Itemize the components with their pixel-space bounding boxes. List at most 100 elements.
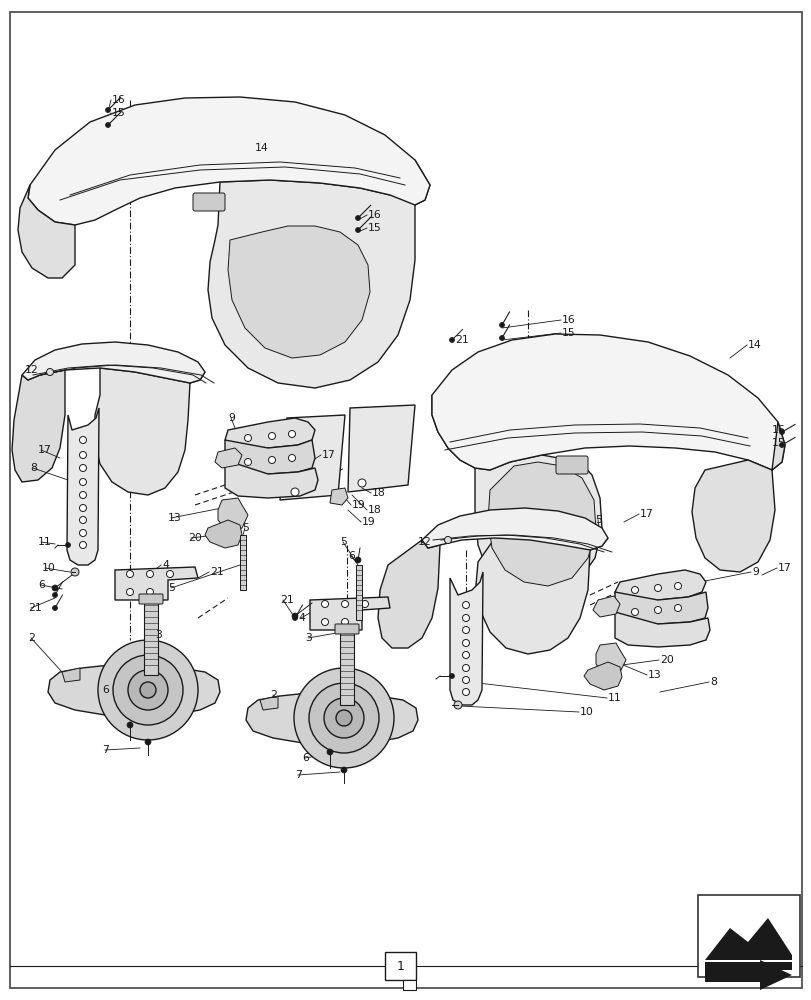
Circle shape	[631, 586, 637, 593]
Text: 14: 14	[255, 143, 268, 153]
Polygon shape	[592, 596, 620, 617]
Text: 18: 18	[367, 505, 381, 515]
Circle shape	[324, 698, 363, 738]
Circle shape	[444, 536, 451, 544]
Circle shape	[288, 454, 295, 462]
Circle shape	[354, 557, 361, 563]
Text: 10: 10	[42, 563, 56, 573]
Text: 3: 3	[155, 630, 161, 640]
Text: 6: 6	[302, 753, 308, 763]
Circle shape	[145, 739, 151, 745]
Circle shape	[79, 464, 87, 472]
Polygon shape	[378, 540, 440, 648]
Polygon shape	[18, 185, 75, 278]
Polygon shape	[614, 592, 707, 624]
Circle shape	[499, 336, 504, 340]
Polygon shape	[691, 422, 784, 572]
Text: 2: 2	[28, 633, 35, 643]
Circle shape	[288, 430, 295, 438]
Text: 21: 21	[28, 603, 41, 613]
Polygon shape	[12, 370, 65, 482]
Text: 16: 16	[112, 95, 126, 105]
Polygon shape	[48, 665, 220, 717]
Circle shape	[292, 613, 298, 619]
Circle shape	[321, 618, 328, 626]
Polygon shape	[225, 418, 315, 448]
Circle shape	[499, 322, 504, 328]
Polygon shape	[217, 498, 247, 532]
Text: 16: 16	[561, 315, 575, 325]
Circle shape	[98, 640, 198, 740]
Circle shape	[66, 542, 71, 548]
Polygon shape	[246, 693, 418, 745]
Text: 5: 5	[168, 583, 174, 593]
Circle shape	[46, 368, 54, 375]
Circle shape	[127, 588, 133, 595]
Circle shape	[268, 432, 275, 440]
Text: 12: 12	[418, 537, 431, 547]
FancyBboxPatch shape	[193, 193, 225, 211]
Circle shape	[453, 701, 461, 709]
Text: 15: 15	[561, 328, 575, 338]
Text: 3: 3	[305, 633, 311, 643]
Circle shape	[105, 123, 110, 128]
Text: 21: 21	[280, 595, 294, 605]
Polygon shape	[431, 334, 784, 470]
Text: 15: 15	[112, 108, 126, 118]
Circle shape	[341, 618, 348, 626]
Text: 9: 9	[228, 413, 234, 423]
Circle shape	[462, 664, 469, 672]
Circle shape	[309, 683, 379, 753]
FancyBboxPatch shape	[139, 594, 163, 604]
Polygon shape	[348, 405, 414, 492]
Circle shape	[355, 228, 360, 232]
Polygon shape	[422, 508, 607, 550]
Circle shape	[128, 670, 168, 710]
Bar	[384, 952, 415, 980]
Text: 21: 21	[454, 335, 468, 345]
Circle shape	[779, 430, 783, 434]
Text: 9: 9	[751, 567, 758, 577]
Circle shape	[79, 479, 87, 486]
Polygon shape	[704, 918, 791, 960]
Polygon shape	[67, 408, 99, 565]
Text: 20: 20	[659, 655, 673, 665]
Text: 6: 6	[38, 580, 45, 590]
Polygon shape	[704, 960, 791, 990]
Text: 17: 17	[38, 445, 52, 455]
Circle shape	[462, 688, 469, 696]
Polygon shape	[22, 342, 204, 383]
Polygon shape	[204, 520, 242, 548]
Circle shape	[336, 710, 351, 726]
Circle shape	[79, 452, 87, 458]
Text: 7: 7	[102, 745, 109, 755]
Circle shape	[53, 592, 58, 597]
Circle shape	[462, 676, 469, 684]
Polygon shape	[583, 662, 621, 690]
Text: 15: 15	[367, 223, 381, 233]
Bar	[240, 535, 246, 590]
Text: 21: 21	[210, 567, 224, 577]
Polygon shape	[228, 226, 370, 358]
Polygon shape	[115, 567, 198, 600]
Circle shape	[358, 479, 366, 487]
Circle shape	[79, 530, 87, 536]
Circle shape	[462, 626, 469, 634]
Circle shape	[631, 608, 637, 615]
Circle shape	[146, 570, 153, 578]
Circle shape	[674, 582, 680, 589]
Polygon shape	[614, 612, 709, 647]
Circle shape	[79, 542, 87, 548]
Text: 4: 4	[162, 560, 169, 570]
Circle shape	[361, 600, 368, 607]
Polygon shape	[62, 668, 80, 682]
Text: 16: 16	[771, 425, 785, 435]
Circle shape	[290, 488, 298, 496]
Circle shape	[462, 652, 469, 658]
Circle shape	[327, 749, 333, 755]
Polygon shape	[431, 395, 601, 598]
Polygon shape	[614, 570, 705, 600]
Circle shape	[166, 570, 174, 578]
Polygon shape	[260, 696, 277, 710]
Text: 8: 8	[709, 677, 716, 687]
